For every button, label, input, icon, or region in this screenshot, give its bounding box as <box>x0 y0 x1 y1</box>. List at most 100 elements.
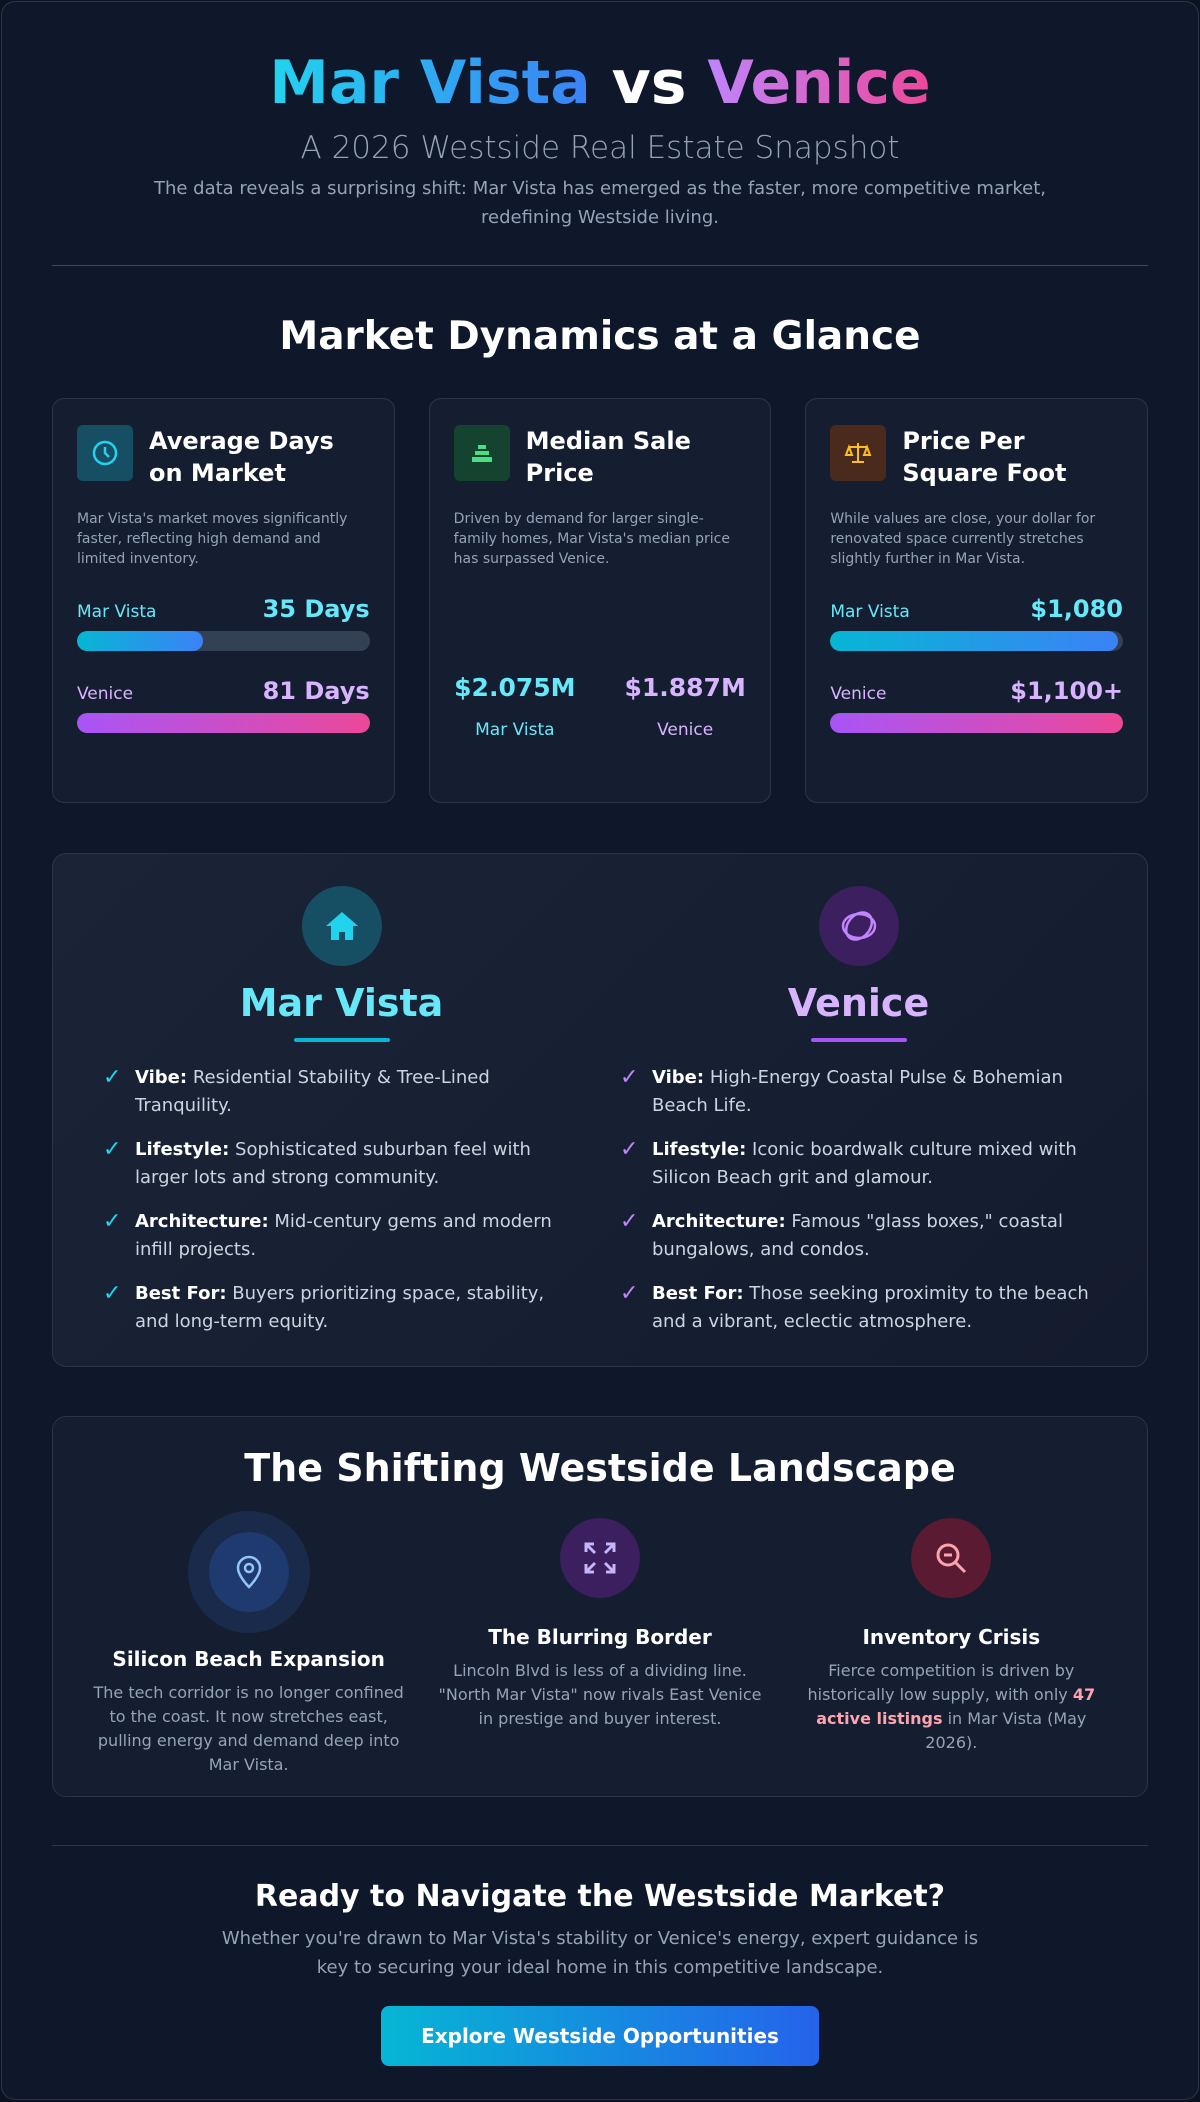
stat-price: $2.075M <box>454 673 576 702</box>
list-item: ✓ Lifestyle: Iconic boardwalk culture mix… <box>620 1136 1097 1192</box>
subtitle: A 2026 Westside Real Estate Snapshot <box>300 130 900 166</box>
metric-name: Venice <box>830 684 887 704</box>
column: Venice ✓ Vibe: High-Energy Coastal Pulse &… <box>600 886 1117 1366</box>
list-item: ✓ Vibe: High-Energy Coastal Pulse & Bohem… <box>620 1064 1097 1120</box>
item-label: Vibe: <box>652 1067 705 1088</box>
metric-labels: Venice $1,100+ <box>830 677 1123 705</box>
list-item: ✓ Best For: Buyers prioritizing space, st… <box>103 1280 580 1336</box>
list-item: ✓ Best For: Those seeking proximity to th… <box>620 1280 1097 1336</box>
card-title: Median Sale Price <box>525 427 691 487</box>
icon <box>453 425 510 481</box>
item-body: Iconic boardwalk culture mixed with Sili… <box>652 1139 1077 1188</box>
item-description: Lincoln Blvd is less of a dividing line.… <box>438 1661 762 1728</box>
cards: Average Days on Market Mar Vista's marke… <box>52 398 1149 803</box>
text: Fierce competition is driven by historic… <box>807 1661 1075 1704</box>
item-text: Vibe: Residential Stability & Tree-Lined… <box>135 1064 580 1120</box>
check: ✓ <box>103 1137 122 1162</box>
cta: Ready to Navigate the Westside Market? W… <box>52 1878 1148 2066</box>
item-title: The Blurring Border <box>488 1625 712 1649</box>
title: Mar Vista vs Venice <box>52 48 1148 118</box>
check: ✓ <box>620 1065 639 1090</box>
column: Mar Vista ✓ Vibe: Residential Stability & … <box>83 886 600 1366</box>
list-item: ✓ Architecture: Famous "glass boxes," coa… <box>620 1208 1097 1264</box>
metric-value: 35 Days <box>262 595 370 623</box>
divider <box>52 265 1148 266</box>
stat-name: Mar Vista <box>475 720 555 740</box>
divider <box>52 1845 1148 1846</box>
list-item: ✓ Architecture: Mid-century gems and mode… <box>103 1208 580 1264</box>
item-text: Architecture: Mid-century gems and moder… <box>135 1208 580 1264</box>
item-body: Residential Stability & Tree-Lined Tranq… <box>135 1067 490 1116</box>
stat-price: $1.887M <box>624 673 746 702</box>
item-title: Inventory Crisis <box>862 1625 1041 1649</box>
metric-value: $1,100+ <box>1010 677 1124 705</box>
metric-value: 81 Days <box>262 677 370 705</box>
item-text: Lifestyle: Iconic boardwalk culture mixe… <box>652 1136 1097 1192</box>
item-body: Buyers prioritizing space, stability, an… <box>135 1283 545 1332</box>
icon <box>187 1511 310 1633</box>
section-heading: Market Dynamics at a Glance <box>279 314 921 359</box>
section-heading: The Shifting Westside Landscape <box>244 1446 956 1490</box>
bar <box>830 713 1124 733</box>
icon <box>890 1505 1012 1611</box>
highlight: 47 active listings <box>816 1685 1096 1728</box>
check: ✓ <box>620 1137 639 1162</box>
item-description: Fierce competition is driven by historic… <box>790 1659 1113 1755</box>
bar-track <box>77 631 370 651</box>
list-item: ✓ Vibe: Residential Stability & Tree-Line… <box>103 1064 580 1120</box>
comparison: Mar Vista ✓ Vibe: Residential Stability & … <box>52 853 1148 1367</box>
metric-name: Mar Vista <box>77 602 157 622</box>
bar <box>830 631 1118 651</box>
bar <box>77 713 370 733</box>
metric-row: Mar Vista 35 Days <box>77 595 370 651</box>
metric-row: Venice $1,100+ <box>830 677 1124 733</box>
metric-labels: Mar Vista $1,080 <box>830 595 1123 623</box>
check: ✓ <box>103 1065 122 1090</box>
card-description: While values are close, your dollar for … <box>830 511 1096 567</box>
metric-value: $1,080 <box>1030 595 1124 623</box>
metric-row: Venice 81 Days <box>77 677 370 733</box>
bar-track <box>77 713 370 733</box>
item-body: High-Energy Coastal Pulse & Bohemian Bea… <box>652 1067 1063 1116</box>
item-label: Vibe: <box>135 1067 188 1088</box>
bar <box>77 631 204 651</box>
icon <box>539 1505 661 1611</box>
item-text: Best For: Those seeking proximity to the… <box>652 1280 1097 1336</box>
check: ✓ <box>620 1209 639 1234</box>
item-body: Those seeking proximity to the beach and… <box>652 1283 1089 1332</box>
card: Average Days on Market Mar Vista's marke… <box>52 398 395 803</box>
check: ✓ <box>103 1281 122 1306</box>
title-left: Mar Vista <box>269 48 591 118</box>
item-text: Best For: Buyers prioritizing space, sta… <box>135 1280 580 1336</box>
item-label: Best For: <box>652 1283 744 1304</box>
item-label: Lifestyle: <box>135 1139 230 1160</box>
area-name: Venice <box>787 981 930 1025</box>
title-middle: vs <box>611 48 687 118</box>
icon <box>830 425 887 481</box>
area-name: Mar Vista <box>239 981 444 1025</box>
item-label: Best For: <box>135 1283 227 1304</box>
item-title: Silicon Beach Expansion <box>112 1647 385 1671</box>
item-label: Lifestyle: <box>652 1139 747 1160</box>
check: ✓ <box>620 1281 639 1306</box>
icon <box>301 886 382 966</box>
item-body: Famous "glass boxes," coastal bungalows,… <box>652 1211 1063 1260</box>
stat-name: Venice <box>657 720 714 740</box>
bar-track <box>830 631 1124 651</box>
icon <box>77 425 133 481</box>
cta-button[interactable]: Explore Westside Opportunities <box>381 2006 819 2066</box>
metric-name: Venice <box>77 684 134 704</box>
card-title: Price Per Square Foot <box>902 427 1067 487</box>
intro: The data reveals a surprising shift: Mar… <box>153 178 1047 228</box>
icon <box>818 886 899 966</box>
item-body: Mid-century gems and modern infill proje… <box>135 1211 552 1260</box>
item-description: The tech corridor is no longer confined … <box>93 1683 404 1774</box>
text: in Mar Vista (May 2026). <box>925 1709 1087 1752</box>
title-right: Venice <box>707 48 931 118</box>
cta-text: Whether you're drawn to Mar Vista's stab… <box>221 1928 979 1978</box>
item-label: Architecture: <box>135 1211 269 1232</box>
item-body: Sophisticated suburban feel with larger … <box>135 1139 531 1188</box>
metric-name: Mar Vista <box>830 602 910 622</box>
metric-row: Mar Vista $1,080 <box>830 595 1124 651</box>
card-description: Driven by demand for larger single-famil… <box>453 511 730 567</box>
